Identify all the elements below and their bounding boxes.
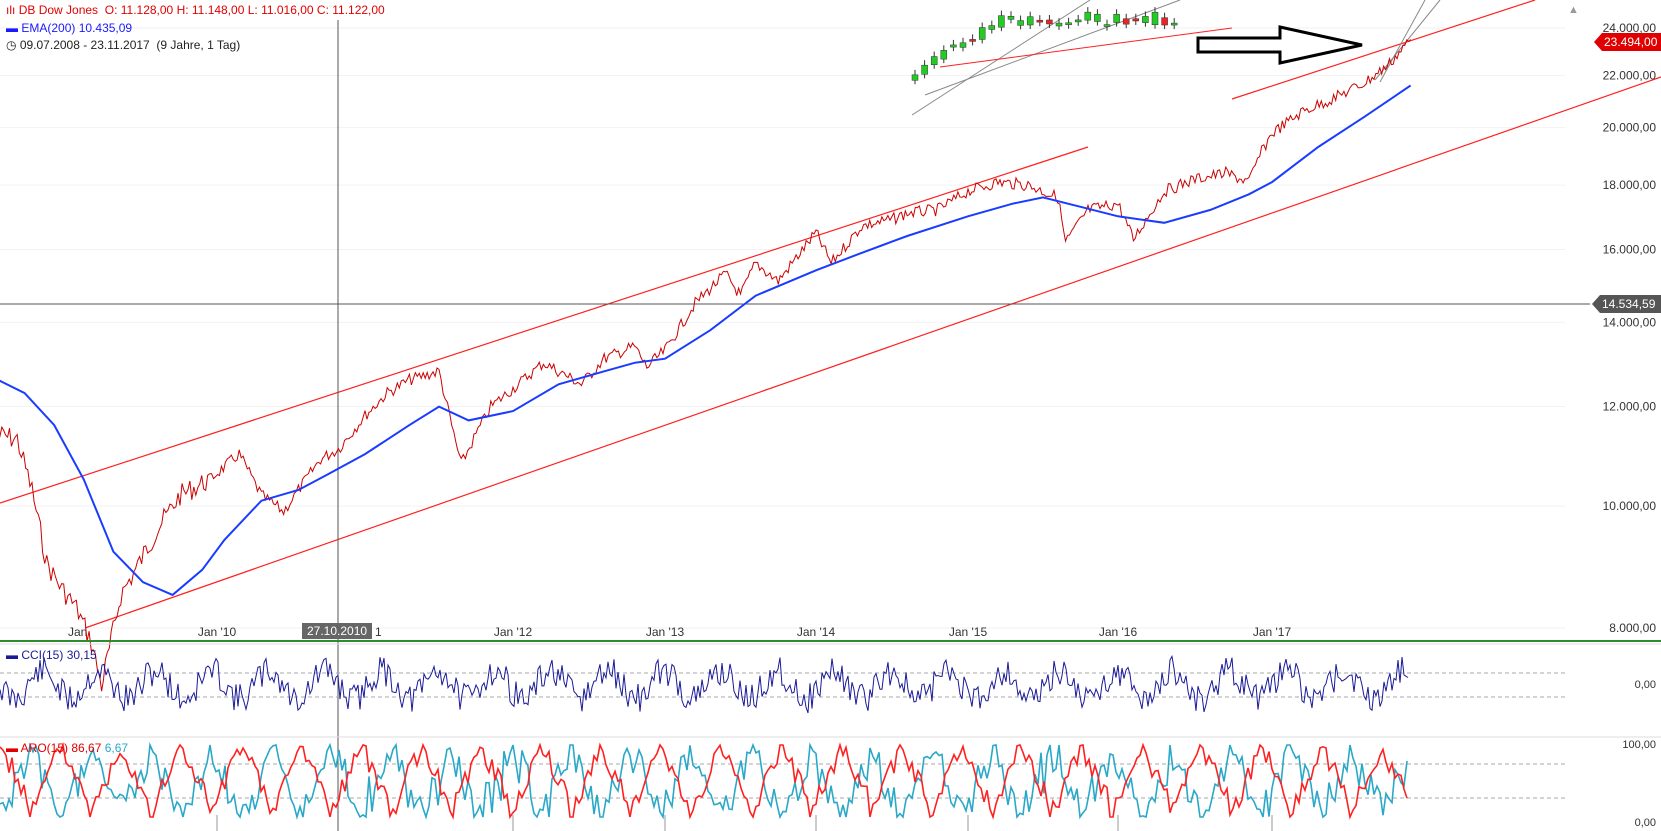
- x-tick-label: Jan '12: [494, 625, 533, 639]
- cci-y-tick-label: 0,00: [1635, 679, 1656, 691]
- y-tick-label: 10.000,00: [1603, 499, 1657, 513]
- y-tick-label: 8.000,00: [1609, 621, 1656, 635]
- cci-swatch-icon: ▬: [6, 648, 18, 662]
- cci-value: 30,15: [66, 648, 97, 662]
- x-tick-label: Jan '16: [1099, 625, 1138, 639]
- ema-label: EMA(200): [21, 21, 76, 35]
- instrument-name: DB Dow Jones: [18, 3, 99, 17]
- ema-swatch-icon: ▬: [6, 21, 18, 35]
- inset-candle: [959, 42, 967, 48]
- aroon-y-tick-label: 0,00: [1635, 817, 1656, 829]
- channel-breakout-line: [1231, 0, 1536, 100]
- cci-label: CCI(15): [21, 648, 64, 662]
- y-tick-label: 14.000,00: [1603, 315, 1657, 329]
- inset-candle: [1113, 14, 1120, 23]
- aroon-down-value: 6,67: [104, 741, 129, 755]
- y-tick-label: 22.000,00: [1603, 69, 1657, 83]
- y-tick-label: 20.000,00: [1603, 121, 1657, 135]
- inset-trend-line: [911, 0, 1091, 116]
- ema-series-line: [0, 84, 1412, 597]
- inset-candle: [1026, 16, 1034, 26]
- crosshair-price-tag: 14.534,59: [1592, 295, 1661, 313]
- aroon-up-value: 86,67: [71, 741, 102, 755]
- inset-candle: [1094, 13, 1101, 22]
- period-range: 09.07.2008 - 23.11.2017: [19, 38, 150, 52]
- inset-candle: [1151, 11, 1159, 25]
- ohlc-values: O: 11.128,00 H: 11.148,00 L: 11.016,00 C…: [104, 3, 385, 17]
- aroon-swatch-icon: ▬: [6, 741, 18, 755]
- inset-candle: [1122, 18, 1130, 25]
- inset-candle: [1036, 19, 1044, 23]
- aroon-up-line: [0, 742, 1408, 820]
- inset-candle: [998, 15, 1005, 28]
- inset-candle: [1132, 18, 1140, 22]
- legend-period: ◷ 09.07.2008 - 23.11.2017 (9 Jahre, 1 Ta…: [6, 38, 240, 52]
- aroon-down-line: [0, 741, 1408, 820]
- channel-upper-line: [0, 146, 1089, 504]
- inset-candle: [921, 64, 928, 75]
- inset-candle: [950, 44, 957, 48]
- channel-lower-line: [84, 76, 1661, 629]
- inset-candle: [911, 74, 919, 81]
- y-tick-label: 24.000,00: [1603, 21, 1657, 35]
- inset-candle: [1065, 22, 1072, 26]
- inset-candle: [1007, 16, 1015, 20]
- x-tick-label-partial: 1: [375, 625, 382, 639]
- inset-candle: [1017, 20, 1024, 26]
- last-price-tag: 23.494,00: [1594, 33, 1661, 51]
- x-tick-label-partial: Jan: [68, 625, 87, 639]
- y-tick-label: 16.000,00: [1603, 242, 1657, 256]
- inset-channel-line: [939, 27, 1233, 68]
- legend-cci: ▬ CCI(15) 30,15: [6, 648, 97, 662]
- legend-instrument: ılı DB Dow Jones O: 11.128,00 H: 11.148,…: [6, 3, 385, 17]
- steep-trend-line: [1379, 0, 1426, 83]
- legend-aroon: ▬ ARO(15) 86,67 6,67: [6, 741, 128, 755]
- aroon-label: ARO(15): [20, 741, 69, 755]
- clock-icon: ◷: [6, 38, 17, 52]
- zoom-inset: [911, 0, 1363, 116]
- inset-candle: [1161, 17, 1168, 26]
- inset-candle: [1170, 22, 1178, 26]
- inset-candle: [1103, 24, 1111, 27]
- x-tick-label: Jan '15: [949, 625, 988, 639]
- collapse-panel-icon[interactable]: ▲: [1568, 4, 1579, 16]
- x-tick-label: Jan '17: [1253, 625, 1292, 639]
- inset-candle: [1084, 11, 1092, 21]
- inset-candle: [969, 39, 976, 42]
- x-tick-label: Jan '14: [797, 625, 836, 639]
- chart-type-icon: ılı: [6, 3, 16, 17]
- price-series-line: [0, 39, 1411, 692]
- inset-candle: [1055, 22, 1063, 27]
- x-tick-label: Jan '13: [646, 625, 685, 639]
- inset-candle: [1074, 19, 1082, 23]
- x-tick-label: Jan '10: [198, 625, 237, 639]
- period-note: (9 Jahre, 1 Tag): [156, 38, 241, 52]
- annotation-arrow: [1196, 25, 1363, 65]
- y-tick-label: 18.000,00: [1603, 178, 1657, 192]
- aroon-y-tick-label: 100,00: [1622, 739, 1656, 751]
- inset-candle: [988, 25, 996, 30]
- ema-value: 10.435,09: [78, 21, 133, 35]
- inset-candle: [978, 27, 986, 40]
- inset-trend-line: [924, 0, 1181, 96]
- legend-ema: ▬ EMA(200) 10.435,09: [6, 21, 132, 35]
- y-tick-label: 12.000,00: [1603, 400, 1657, 414]
- cci-series-line: [0, 654, 1409, 714]
- inset-candle: [940, 50, 948, 60]
- inset-candle: [1142, 16, 1149, 23]
- inset-candle: [1046, 19, 1053, 25]
- inset-candle: [930, 56, 938, 66]
- crosshair-date-label: 27.10.2010: [302, 623, 373, 639]
